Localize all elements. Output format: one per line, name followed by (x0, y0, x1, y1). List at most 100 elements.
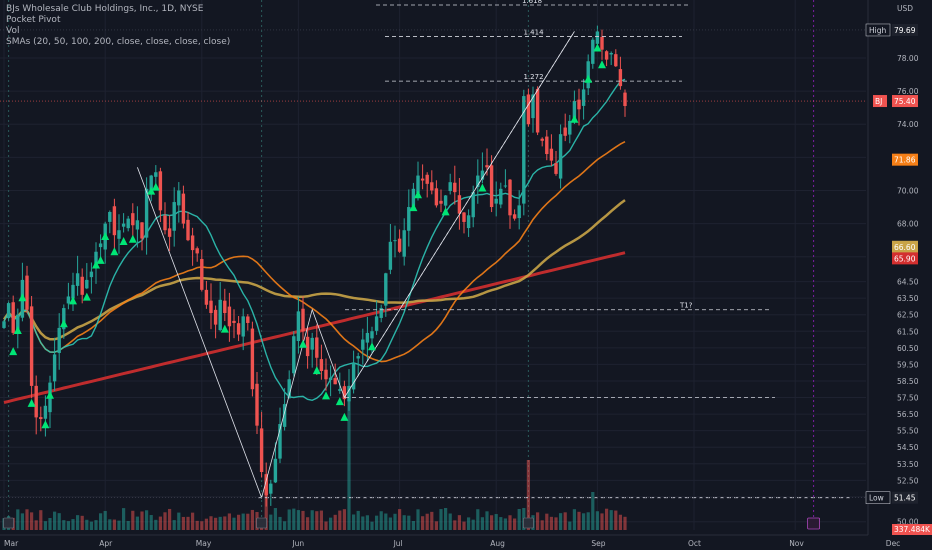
last-price-value: 75.40 (894, 97, 916, 106)
candle-body (448, 182, 452, 191)
candle-body (315, 337, 319, 358)
month-label-aug: Aug (490, 539, 505, 548)
candle-body (62, 308, 66, 330)
price-tick-label: 76.00 (897, 87, 919, 96)
price-tick-label: 53.50 (897, 460, 919, 469)
candle-body (135, 220, 140, 230)
volume-bar (195, 520, 199, 530)
candle-body (259, 428, 264, 473)
volume-bar (499, 517, 503, 530)
volume-bar (462, 521, 466, 530)
earnings-badge[interactable] (256, 517, 267, 529)
candle-body (66, 296, 71, 304)
volume-bar (89, 521, 93, 530)
volume-bar (563, 512, 567, 530)
volume-bar (554, 517, 558, 530)
price-tick-label: 63.50 (897, 294, 919, 303)
candle-body (480, 170, 485, 180)
earnings-badge[interactable] (523, 517, 534, 529)
volume-bar (149, 515, 153, 530)
volume-bar (324, 521, 328, 530)
volume-bar (163, 512, 167, 530)
candle-body (420, 178, 425, 181)
candle-body (365, 332, 370, 343)
candle-body (522, 96, 526, 204)
pocket-pivot-marker (299, 339, 307, 348)
volume-bar (112, 519, 116, 530)
extreme-tag (865, 491, 891, 504)
extreme-value-box (892, 491, 918, 504)
volume-bar (471, 519, 475, 530)
volume-bar (53, 511, 57, 530)
candle-body (108, 212, 112, 222)
volume-bar (57, 513, 61, 530)
sma200-line (3, 251, 626, 404)
volume-bar (76, 515, 80, 530)
candle-body (466, 215, 471, 229)
volume-bar (250, 509, 254, 530)
symbol-badge-text: BJ (875, 97, 882, 106)
fib-level-label: 1.414 (524, 28, 545, 36)
volume-bar (126, 520, 130, 530)
pocket-pivot-marker (414, 190, 422, 199)
price-axis[interactable] (868, 0, 932, 550)
candle-body (604, 51, 609, 60)
candle-body (39, 417, 43, 420)
volume-bar (347, 400, 351, 530)
candle-body (351, 362, 356, 390)
volume-bar (517, 509, 521, 530)
symbol-badge (873, 95, 887, 108)
candle-body (526, 94, 531, 125)
volume-bar (34, 520, 38, 530)
candle-body (131, 213, 135, 226)
volume-bar (494, 514, 498, 530)
volume-bar (85, 519, 89, 530)
candle-body (310, 337, 314, 350)
candle-body (540, 138, 544, 141)
upcoming-earnings-badge[interactable] (807, 517, 820, 530)
volume-bar (103, 510, 107, 530)
month-label-oct: Oct (688, 539, 701, 548)
volume-bar (352, 514, 356, 530)
volume-bar (586, 512, 590, 530)
candle-body (34, 385, 38, 418)
price-tick-label: 61.50 (897, 327, 919, 336)
candle-body (558, 134, 563, 179)
candle-body (434, 188, 439, 206)
volume-bar (540, 520, 544, 530)
candle-body (195, 248, 199, 254)
volume-bar (370, 521, 374, 530)
pocket-pivot-marker (9, 347, 18, 356)
volume-bar (99, 513, 103, 530)
candle-body (250, 328, 255, 390)
pocket-pivot-marker (69, 296, 77, 305)
candle-body (57, 327, 61, 353)
volume-bar (278, 516, 282, 530)
earnings-badge[interactable] (3, 517, 14, 529)
fib-level-label: 1.272 (524, 73, 544, 81)
candle-body (71, 284, 75, 299)
volume-bar (246, 513, 250, 530)
volume-bar (572, 509, 576, 530)
volume-bar (315, 511, 319, 530)
extreme-tag (865, 23, 891, 37)
candle-body (485, 165, 489, 168)
volume-bar (485, 511, 489, 530)
candle-body (25, 275, 29, 310)
candle-body (577, 99, 581, 110)
candle-body (328, 377, 333, 380)
sma20-line (3, 78, 626, 402)
candle-body (117, 230, 121, 239)
candle-body (177, 190, 181, 206)
volume-bar (444, 508, 448, 530)
sma-value-label: 66.60 (894, 243, 916, 252)
volume-bar (416, 509, 420, 530)
volume-bar (232, 517, 236, 530)
price-tick-label: 78.00 (897, 54, 919, 63)
volume-bar (43, 521, 47, 530)
price-tick-label: 55.50 (897, 427, 919, 436)
volume-bar (623, 516, 627, 530)
candle-body (600, 36, 604, 50)
